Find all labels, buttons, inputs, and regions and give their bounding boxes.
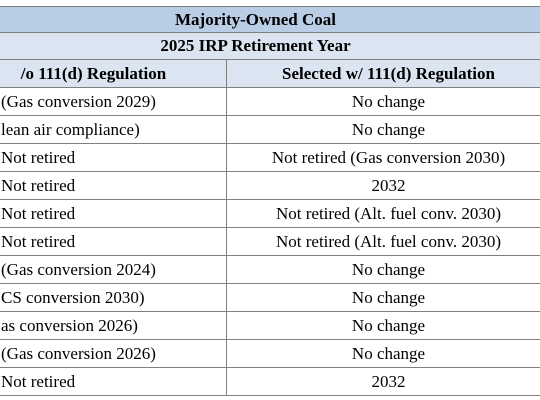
cell-with: No change <box>225 283 540 312</box>
table-row: lean air compliance) No change <box>0 115 540 144</box>
cell-without: lean air compliance) <box>0 115 227 144</box>
table-row: (Gas conversion 2024) No change <box>0 255 540 284</box>
cell-with: Not retired (Alt. fuel conv. 2030) <box>225 227 540 256</box>
table-row: as conversion 2026) No change <box>0 311 540 340</box>
cell-without: as conversion 2026) <box>0 311 227 340</box>
page-bottom-margin <box>0 396 540 400</box>
cell-without: (Gas conversion 2026) <box>0 339 227 368</box>
cell-without: (Gas conversion 2024) <box>0 255 227 284</box>
cell-without: Not retired <box>0 199 227 228</box>
table-row: Not retired Not retired (Gas conversion … <box>0 143 540 172</box>
table-row: Not retired Not retired (Alt. fuel conv.… <box>0 199 540 228</box>
table-row: Not retired 2032 <box>0 171 540 200</box>
column-header-without: /o 111(d) Regulation <box>0 59 227 88</box>
cell-with: 2032 <box>225 171 540 200</box>
table-subtitle: 2025 IRP Retirement Year <box>0 32 540 60</box>
table-row: (Gas conversion 2026) No change <box>0 339 540 368</box>
table-row: Not retired 2032 <box>0 367 540 396</box>
column-header-with: Selected w/ 111(d) Regulation <box>225 59 540 88</box>
cell-without: Not retired <box>0 143 227 172</box>
table-row: Not retired Not retired (Alt. fuel conv.… <box>0 227 540 256</box>
cell-with: No change <box>225 255 540 284</box>
cell-without: Not retired <box>0 367 227 396</box>
cell-with: No change <box>225 115 540 144</box>
table-row: CS conversion 2030) No change <box>0 283 540 312</box>
table-row: (Gas conversion 2029) No change <box>0 87 540 116</box>
cell-with: Not retired (Gas conversion 2030) <box>225 143 540 172</box>
cell-without: Not retired <box>0 227 227 256</box>
cell-with: 2032 <box>225 367 540 396</box>
cell-with: No change <box>225 311 540 340</box>
table-title: Majority-Owned Coal <box>0 6 540 33</box>
cell-with: Not retired (Alt. fuel conv. 2030) <box>225 199 540 228</box>
cell-without: Not retired <box>0 171 227 200</box>
coal-retirement-table: Majority-Owned Coal 2025 IRP Retirement … <box>0 6 540 396</box>
cell-with: No change <box>225 339 540 368</box>
cell-without: (Gas conversion 2029) <box>0 87 227 116</box>
cell-with: No change <box>225 87 540 116</box>
cell-without: CS conversion 2030) <box>0 283 227 312</box>
